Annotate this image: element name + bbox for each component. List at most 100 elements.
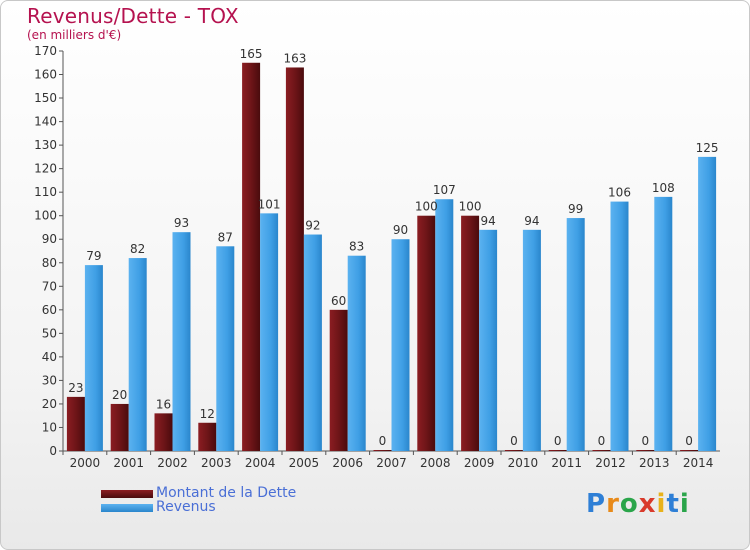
x-tick-label: 2011 [551,456,582,470]
y-tick-label: 90 [42,232,57,246]
x-tick-label: 2010 [508,456,539,470]
bar-dette [636,450,654,451]
data-label: 16 [156,397,171,411]
data-label: 100 [459,200,482,214]
y-tick-label: 160 [34,68,57,82]
data-label: 83 [349,240,364,254]
x-tick-label: 2007 [376,456,407,470]
data-label: 99 [568,202,583,216]
x-tick-label: 2003 [201,456,232,470]
x-tick-label: 2006 [332,456,363,470]
legend-label-revenus: Revenus [156,500,216,514]
bar-revenus [698,157,716,451]
data-label: 0 [641,434,649,448]
bar-revenus [479,230,497,451]
bar-dette [198,423,216,451]
bar-dette [286,67,304,451]
data-label: 0 [510,434,518,448]
bar-revenus [348,256,366,451]
x-tick-label: 2005 [289,456,320,470]
y-tick-label: 70 [42,279,57,293]
y-tick-label: 10 [42,420,57,434]
x-tick-label: 2000 [70,456,101,470]
data-label: 107 [433,183,456,197]
bar-revenus [611,202,629,451]
x-tick-label: 2001 [113,456,144,470]
chart-bars [67,63,716,451]
bar-revenus [260,213,278,451]
y-tick-label: 100 [34,209,57,223]
bar-revenus [85,265,103,451]
x-tick-label: 2012 [595,456,626,470]
bar-revenus [129,258,147,451]
y-tick-label: 120 [34,162,57,176]
x-tick-label: 2002 [157,456,188,470]
brand-letter: x [639,489,657,519]
y-tick-label: 110 [34,185,57,199]
bar-dette [549,450,567,451]
x-tick-label: 2008 [420,456,451,470]
bar-dette [417,216,435,451]
data-label: 82 [130,242,145,256]
bar-revenus [216,246,234,451]
brand-letter: t [666,489,679,519]
y-tick-label: 130 [34,138,57,152]
bar-dette [374,450,392,451]
y-tick-label: 150 [34,91,57,105]
data-label: 79 [86,249,101,263]
brand-letter: P [586,489,606,519]
x-tick-label: 2013 [639,456,670,470]
brand-logo: Proxiti [586,489,690,519]
y-tick-label: 50 [42,326,57,340]
bar-revenus [392,239,410,451]
data-label: 0 [685,434,693,448]
legend-swatch-revenus [101,504,153,512]
data-label: 100 [415,200,438,214]
x-tick-label: 2004 [245,456,276,470]
data-label: 0 [554,434,562,448]
data-label: 106 [608,186,631,200]
y-tick-label: 0 [49,444,57,458]
legend-label-dette: Montant de la Dette [156,486,296,500]
data-label: 87 [218,230,233,244]
bar-revenus [173,232,191,451]
bar-revenus [435,199,453,451]
brand-letter: o [620,489,639,519]
bar-dette [593,450,611,451]
data-label: 90 [393,223,408,237]
data-label: 23 [68,381,83,395]
bar-dette [505,450,523,451]
brand-letter: i [680,489,690,519]
data-label: 93 [174,216,189,230]
legend-swatch-dette [101,490,153,498]
y-tick-label: 80 [42,256,57,270]
x-tick-label: 2009 [464,456,495,470]
bar-dette [111,404,129,451]
y-tick-label: 60 [42,303,57,317]
data-label: 163 [283,51,306,65]
bar-revenus [567,218,585,451]
bar-dette [242,63,260,451]
y-tick-label: 40 [42,350,57,364]
y-tick-label: 20 [42,397,57,411]
x-tick-label: 2014 [683,456,714,470]
bar-revenus [523,230,541,451]
data-label: 0 [379,434,387,448]
brand-letter: r [606,489,620,519]
data-label: 94 [480,214,495,228]
data-label: 20 [112,388,127,402]
data-label: 12 [200,407,215,421]
data-label: 108 [652,181,675,195]
data-label: 92 [305,219,320,233]
y-tick-label: 170 [34,44,57,58]
bar-dette [67,397,85,451]
data-label: 165 [240,47,263,61]
data-label: 0 [598,434,606,448]
bar-dette [330,310,348,451]
y-tick-label: 30 [42,373,57,387]
bar-dette [461,216,479,451]
bar-dette [155,413,173,451]
bar-dette [680,450,698,451]
